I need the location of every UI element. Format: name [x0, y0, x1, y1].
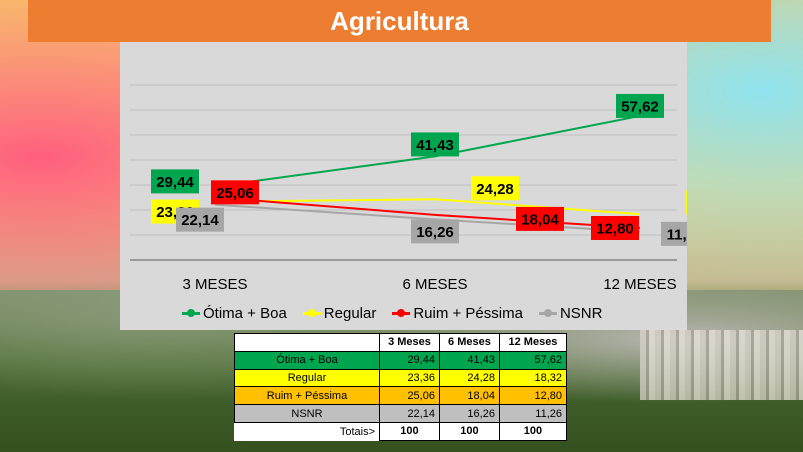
data-label-ruim-2: 12,80	[596, 221, 634, 238]
data-label-otima-1: 41,43	[416, 137, 454, 154]
x-tick-label-2: 12 MESES	[603, 276, 676, 293]
table-row: Regular 23,36 24,28 18,32	[234, 368, 568, 388]
legend-label-ruim: Ruim + Péssima	[413, 304, 523, 322]
legend-item-otima: Ótima + Boa	[182, 305, 287, 322]
line-chart: 3 MESES 6 MESES 12 MESES 29,44 41,43 57,62 23,…	[120, 42, 687, 330]
cell-nsnr-6m: 16,26	[438, 404, 500, 423]
data-table: 3 Meses 6 Meses 12 Meses Ótima + Boa 29,…	[234, 333, 568, 441]
total-3m: 100	[379, 421, 440, 441]
data-label-ruim-0: 25,06	[216, 185, 254, 202]
table-row: Ruim + Péssima 25,06 18,04 12,80	[234, 386, 568, 406]
table-row: Ótima + Boa 29,44 41,43 57,62	[234, 350, 568, 370]
legend-item-nsnr: NSNR	[538, 304, 603, 322]
totals-label: Totais>	[234, 422, 380, 441]
background-town	[640, 330, 803, 400]
data-label-box-regular-1	[471, 176, 519, 201]
row-label-ruim: Ruim + Péssima	[234, 386, 380, 406]
title-bar: Agricultura	[28, 0, 771, 42]
x-tick-label-0: 3 MESES	[182, 276, 247, 293]
table-header-empty	[234, 333, 380, 352]
data-label-box-ruim-0	[211, 180, 259, 205]
data-label-box-nsnr-1	[411, 219, 459, 244]
table-header-3m: 3 Meses	[379, 333, 440, 352]
data-label-box-nsnr-2	[661, 221, 687, 246]
legend-label-nsnr: NSNR	[559, 304, 603, 322]
row-label-regular: Regular	[234, 368, 380, 388]
table-header-row: 3 Meses 6 Meses 12 Meses	[234, 333, 568, 352]
legend-swatch-regular	[302, 306, 321, 320]
cell-otima-3m: 29,44	[379, 350, 440, 370]
cell-regular-12m: 18,32	[498, 368, 568, 388]
data-label-nsnr-2: 11,26	[667, 226, 687, 243]
data-label-box-regular-2	[686, 190, 687, 215]
data-label-nsnr-1: 16,26	[416, 224, 454, 241]
chart-legend: Ótima + Boa Regular Ruim + Péssima NSNR	[182, 300, 602, 326]
data-label-ruim-1: 18,04	[521, 211, 559, 228]
cell-nsnr-3m: 22,14	[379, 404, 440, 423]
table-row: NSNR 22,14 16,26 11,26	[234, 404, 568, 423]
legend-swatch-otima	[182, 306, 200, 320]
cell-ruim-12m: 12,80	[498, 386, 568, 406]
cell-ruim-3m: 25,06	[379, 386, 440, 406]
data-label-box-otima-1	[411, 132, 459, 157]
data-label-otima-2: 57,62	[621, 98, 659, 115]
legend-swatch-nsnr	[538, 306, 557, 320]
legend-label-regular: Regular	[323, 304, 377, 322]
total-12m: 100	[498, 421, 568, 441]
table-totals-row: Totais> 100 100 100	[234, 421, 568, 441]
legend-item-regular: Regular	[302, 304, 377, 322]
data-label-box-otima-2	[616, 93, 664, 118]
table-header-6m: 6 Meses	[438, 333, 500, 352]
cell-regular-6m: 24,28	[438, 368, 500, 388]
total-6m: 100	[438, 421, 500, 441]
series-line-regular	[214, 198, 641, 216]
cell-nsnr-12m: 11,26	[498, 404, 568, 423]
data-label-nsnr-0: 22,14	[181, 212, 219, 229]
data-label-otima-0: 29,44	[156, 174, 194, 191]
table-header-12m: 12 Meses	[498, 333, 568, 352]
cell-ruim-6m: 18,04	[438, 386, 500, 406]
x-tick-label-1: 6 MESES	[402, 276, 467, 293]
data-label-box-otima-0	[151, 169, 199, 194]
cell-otima-12m: 57,62	[498, 350, 568, 370]
data-label-box-nsnr-0	[176, 207, 224, 232]
cell-otima-6m: 41,43	[438, 350, 500, 370]
data-label-regular-1: 24,28	[476, 181, 514, 198]
cell-regular-3m: 23,36	[379, 368, 440, 388]
row-label-otima: Ótima + Boa	[234, 350, 380, 370]
legend-label-otima: Ótima + Boa	[203, 304, 287, 322]
data-label-box-ruim-1	[516, 206, 564, 231]
row-label-nsnr: NSNR	[234, 404, 380, 423]
series-line-ruim	[214, 196, 641, 229]
page-title: Agricultura	[330, 5, 469, 36]
legend-swatch-ruim	[392, 306, 411, 320]
chart-plot: 3 MESES 6 MESES 12 MESES29,4441,4357,6223,…	[130, 84, 687, 293]
data-label-box-ruim-2	[591, 216, 639, 240]
legend-item-ruim: Ruim + Péssima	[392, 305, 523, 322]
